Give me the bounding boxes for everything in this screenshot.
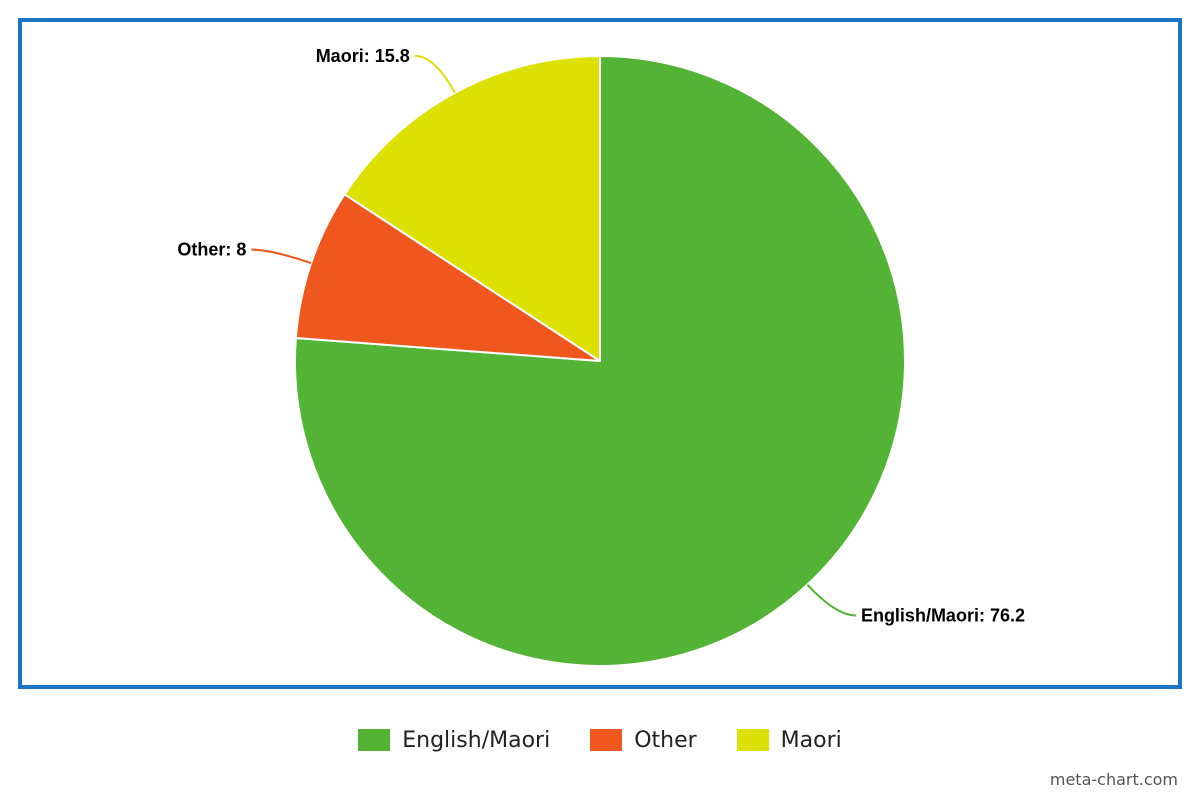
legend: English/Maori Other Maori (0, 722, 1200, 758)
data-label-maori: Maori: 15.8 (316, 46, 410, 66)
data-labels: English/Maori: 76.2 Other: 8 Maori: 15.8 (177, 46, 1025, 626)
legend-label-maori: Maori (780, 727, 842, 753)
legend-item-english-maori[interactable]: English/Maori (358, 728, 550, 753)
legend-label-english-maori: English/Maori (402, 727, 551, 753)
legend-swatch-english-maori (358, 729, 391, 751)
data-label-english-maori: English/Maori: 76.2 (861, 605, 1025, 625)
legend-swatch-maori (736, 729, 769, 751)
connector-other (251, 248, 312, 265)
watermark: meta-chart.com (1049, 770, 1178, 789)
pie-slice-other[interactable] (294, 193, 601, 362)
pie-slices (294, 55, 906, 667)
connector-english-maori (806, 583, 856, 617)
legend-item-other[interactable]: Other (590, 727, 697, 753)
pie-slice-maori[interactable] (343, 55, 601, 362)
legend-item-maori[interactable]: Maori (736, 727, 842, 753)
data-label-other: Other: 8 (177, 240, 246, 260)
legend-swatch-other (590, 729, 623, 751)
legend-label-other: Other (634, 727, 697, 753)
label-connectors (251, 54, 856, 617)
connector-maori (414, 54, 456, 94)
